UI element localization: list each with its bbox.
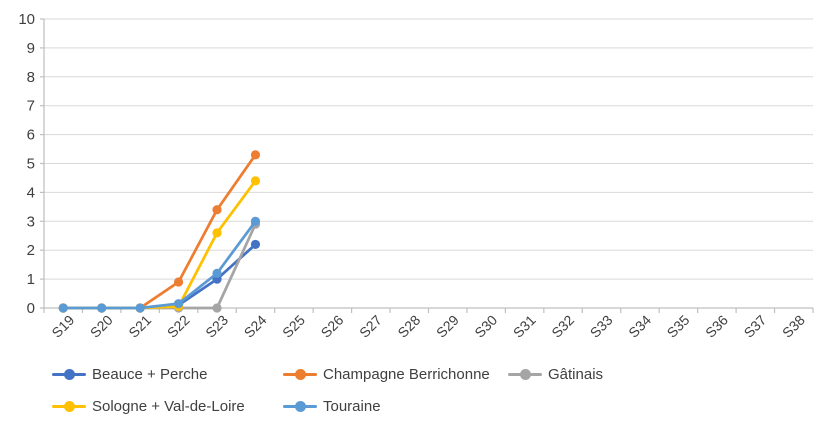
legend-item: Gâtinais (508, 363, 812, 385)
chart-legend: Beauce + Perche Champagne Berrichonne Gâti… (52, 363, 812, 417)
x-axis-category-label: S29 (433, 312, 462, 341)
y-axis-tick-label: 1 (27, 271, 35, 288)
series-point (212, 303, 222, 313)
series-point (250, 176, 261, 186)
x-axis-category-label: S30 (471, 312, 500, 341)
x-axis-category-label: S37 (741, 312, 770, 341)
x-axis-category-label: S25 (279, 312, 308, 341)
series-point (97, 303, 107, 313)
legend-item-label: Champagne Berrichonne (323, 365, 490, 383)
legend-marker-icon (52, 368, 86, 380)
x-axis-category-label: S21 (125, 312, 154, 341)
x-axis-category-label: S22 (164, 312, 193, 341)
legend-item: Touraine (283, 395, 508, 417)
series-point (212, 268, 222, 278)
legend-marker-icon (283, 400, 317, 412)
legend-item-label: Touraine (323, 397, 381, 415)
legend-item: Beauce + Perche (52, 363, 283, 385)
series-point (173, 299, 184, 309)
legend-item: Champagne Berrichonne (283, 363, 508, 385)
series-point (212, 205, 222, 215)
legend-marker-icon (283, 368, 317, 380)
y-axis-tick-label: 9 (27, 40, 35, 57)
legend-item-label: Beauce + Perche (92, 365, 208, 383)
y-axis-tick-label: 0 (27, 300, 35, 317)
x-axis-category-label: S32 (548, 312, 577, 341)
x-axis-category-label: S24 (241, 312, 270, 341)
series-point (135, 303, 145, 313)
series-line (61, 219, 257, 310)
series-point (250, 239, 261, 250)
x-axis-category-label: S34 (625, 312, 654, 341)
y-axis-tick-label: 6 (27, 127, 35, 144)
y-axis-tick-label: 7 (27, 98, 35, 115)
x-axis-category-label: S23 (202, 312, 231, 341)
x-axis-category-label: S19 (48, 312, 77, 341)
series-point (250, 150, 261, 160)
y-axis-tick-label: 4 (27, 184, 35, 201)
legend-marker-icon (52, 400, 86, 412)
x-axis-category-label: S27 (356, 312, 385, 341)
series-line (61, 243, 257, 310)
y-axis-tick-label: 3 (27, 213, 35, 230)
x-axis-category-label: S35 (664, 312, 693, 341)
series-point (212, 228, 222, 238)
legend-item-label: Sologne + Val-de-Loire (92, 397, 245, 415)
x-axis-category-label: S38 (779, 312, 808, 341)
y-axis-tick-label: 8 (27, 69, 35, 86)
legend-marker-icon (508, 368, 542, 380)
y-axis-tick-label: 10 (18, 11, 35, 28)
legend-item: Sologne + Val-de-Loire (52, 395, 283, 417)
chart-plot-area: 0 1 2 3 4 5 6 7 8 9 10 S19 S20 S21 S22 S23 S24 S25 S26 S27 S… (18, 11, 814, 341)
x-axis-category-label: S36 (702, 312, 731, 341)
series-point (173, 277, 184, 287)
y-axis-tick-label: 2 (27, 242, 35, 259)
y-axis-tick-label: 5 (27, 156, 35, 173)
x-axis-category-label: S26 (318, 312, 347, 341)
series-point (250, 216, 261, 226)
x-axis-category-label: S28 (394, 312, 423, 341)
legend-item-label: Gâtinais (548, 365, 604, 383)
x-axis-category-label: S20 (87, 312, 116, 341)
x-axis-category-label: S31 (510, 312, 539, 341)
series-point (58, 303, 68, 313)
x-axis-category-label: S33 (587, 312, 616, 341)
